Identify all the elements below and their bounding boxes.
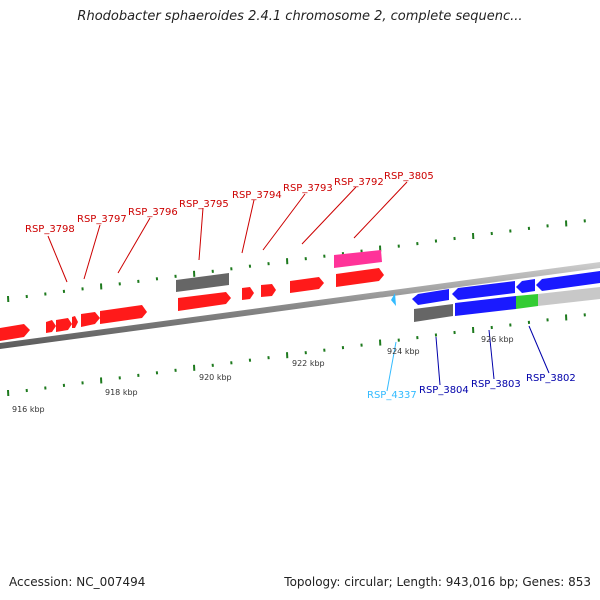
gene-fwd-7[interactable] [178, 292, 231, 311]
gene-rev-3[interactable] [516, 279, 535, 293]
gene-label-3794[interactable]: RSP_3794 [232, 190, 282, 201]
gene-fwd-9[interactable] [261, 284, 276, 297]
gene-rev-1[interactable] [412, 289, 449, 305]
gene-fwd-10[interactable] [290, 277, 324, 293]
callout-4337 [386, 341, 397, 392]
gene-pseudo-3795[interactable] [176, 273, 229, 292]
gene-label-3798[interactable]: RSP_3798 [25, 224, 75, 235]
gene-fwd-8[interactable] [242, 287, 254, 300]
gene-light-span[interactable] [538, 287, 600, 306]
gene-fwd-6[interactable] [100, 305, 147, 324]
gene-label-3795[interactable]: RSP_3795 [179, 199, 229, 210]
topology-summary: Topology: circular; Length: 943,016 bp; … [284, 575, 591, 589]
gene-fwd-11[interactable] [336, 268, 384, 287]
gene-rev-5[interactable] [455, 296, 516, 316]
gene-fwd-5[interactable] [81, 312, 100, 327]
map-title: Rhodobacter sphaeroides 2.4.1 chromosome… [77, 9, 523, 24]
gene-label-3804[interactable]: RSP_3804 [419, 385, 469, 396]
callouts-reverse [435, 325, 550, 386]
gene-fwd-2[interactable] [46, 320, 56, 333]
gene-fwd-3[interactable] [56, 318, 72, 332]
gene-small-4337[interactable] [391, 293, 396, 306]
gene-label-4337[interactable]: RSP_4337 [367, 390, 417, 401]
gene-label-3803[interactable]: RSP_3803 [471, 379, 521, 390]
gene-label-3793[interactable]: RSP_3793 [283, 183, 333, 194]
tick-label-916: 916 kbp [12, 405, 45, 414]
gene-fwd-1[interactable] [0, 324, 30, 341]
tick-row-upper [7, 219, 586, 303]
gene-rna-3805[interactable] [334, 250, 382, 268]
tick-row-lower [7, 313, 586, 397]
gene-pseudo-rev[interactable] [414, 304, 453, 322]
tick-label-918: 918 kbp [105, 388, 138, 397]
genome-backbone [0, 262, 600, 349]
callouts-forward [47, 181, 408, 283]
gene-label-3797[interactable]: RSP_3797 [77, 214, 127, 225]
tick-label-926: 926 kbp [481, 335, 514, 344]
gene-label-3792[interactable]: RSP_3792 [334, 177, 384, 188]
gene-label-3796[interactable]: RSP_3796 [128, 207, 178, 218]
gene-hypothetical[interactable] [516, 294, 538, 309]
gene-label-3802[interactable]: RSP_3802 [526, 373, 576, 384]
tick-label-924: 924 kbp [387, 347, 420, 356]
gene-label-3805[interactable]: RSP_3805 [384, 171, 434, 182]
gene-fwd-4[interactable] [72, 316, 78, 328]
tick-label-922: 922 kbp [292, 359, 325, 368]
tick-label-920: 920 kbp [199, 373, 232, 382]
accession-text: Accession: NC_007494 [9, 575, 146, 589]
gene-rev-4[interactable] [536, 271, 600, 291]
gene-rev-2[interactable] [452, 281, 515, 300]
